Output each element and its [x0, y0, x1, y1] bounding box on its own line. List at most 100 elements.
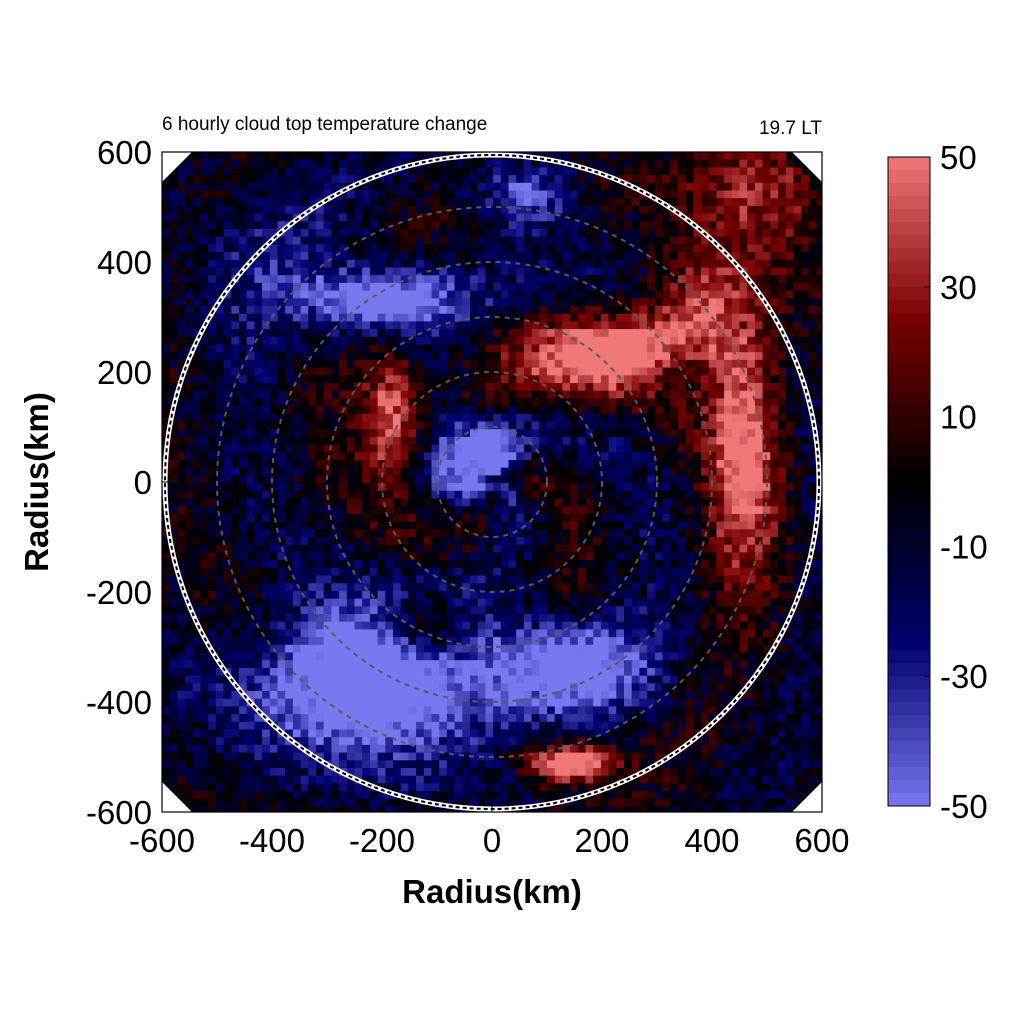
heatmap-cell — [231, 244, 240, 253]
heatmap-cell — [662, 352, 671, 361]
heatmap-cell — [246, 506, 255, 515]
heatmap-cell — [169, 259, 178, 269]
heatmap-cell — [554, 552, 563, 561]
heatmap-cell — [547, 182, 556, 192]
heatmap-cell — [323, 290, 332, 299]
heatmap-cell — [285, 329, 294, 338]
heatmap-cell — [516, 567, 525, 577]
heatmap-cell — [239, 429, 248, 438]
heatmap-cell — [677, 182, 687, 192]
heatmap-cell — [631, 159, 640, 168]
heatmap-cell — [531, 205, 540, 215]
heatmap-cell — [331, 544, 340, 553]
heatmap-cell — [215, 229, 225, 238]
heatmap-cell — [724, 544, 733, 553]
heatmap-cell — [616, 490, 625, 500]
heatmap-cell — [762, 483, 771, 492]
heatmap-cell — [500, 560, 510, 569]
heatmap-cell — [269, 467, 279, 476]
heatmap-cell — [431, 413, 440, 423]
heatmap-cell — [731, 390, 741, 399]
heatmap-cell — [331, 490, 340, 500]
heatmap-cell — [647, 267, 656, 276]
heatmap-cell — [701, 290, 710, 299]
heatmap-cell — [439, 513, 448, 523]
heatmap-cell — [808, 298, 818, 307]
heatmap-cell — [262, 229, 271, 238]
heatmap-cell — [793, 336, 802, 346]
heatmap-cell — [231, 460, 240, 469]
heatmap-cell — [477, 513, 486, 523]
heatmap-cell — [477, 413, 486, 423]
heatmap-cell — [439, 498, 448, 507]
heatmap-cell — [239, 244, 248, 253]
heatmap-cell — [654, 375, 664, 384]
heatmap-cell — [716, 159, 725, 168]
heatmap-cell — [231, 298, 240, 307]
heatmap-cell — [408, 421, 417, 430]
heatmap-cell — [608, 329, 617, 338]
heatmap-cell — [369, 413, 379, 423]
heatmap-cell — [539, 175, 548, 184]
heatmap-cell — [747, 198, 756, 207]
heatmap-cell — [693, 406, 702, 415]
heatmap-cell — [770, 583, 779, 592]
heatmap-cell — [470, 198, 479, 207]
heatmap-cell — [724, 375, 733, 384]
heatmap-cell — [785, 375, 794, 384]
heatmap-cell — [423, 205, 433, 215]
heatmap-cell — [423, 483, 433, 492]
heatmap-cell — [300, 205, 309, 215]
heatmap-cell — [547, 244, 556, 253]
heatmap-cell — [570, 229, 579, 238]
heatmap-cell — [393, 182, 402, 192]
heatmap-cell — [739, 498, 748, 507]
heatmap-cell — [539, 306, 548, 315]
heatmap-cell — [200, 498, 209, 507]
heatmap-cell — [393, 467, 402, 476]
heatmap-cell — [508, 544, 517, 553]
heatmap-cell — [693, 321, 702, 330]
heatmap-cell — [677, 398, 687, 407]
heatmap-cell — [508, 290, 517, 299]
heatmap-cell — [731, 560, 741, 569]
heatmap-cell — [177, 306, 186, 315]
heatmap-cell — [331, 259, 340, 269]
heatmap-cell — [185, 560, 194, 569]
heatmap-cell — [547, 513, 556, 523]
heatmap-cell — [277, 475, 286, 484]
heatmap-cell — [639, 398, 648, 407]
heatmap-cell — [408, 259, 417, 269]
heatmap-cell — [200, 198, 209, 207]
heatmap-cell — [169, 436, 178, 446]
heatmap-cell — [416, 567, 425, 577]
heatmap-cell — [239, 282, 248, 292]
heatmap-cell — [554, 452, 563, 461]
heatmap-cell — [254, 367, 263, 376]
heatmap-cell — [231, 282, 240, 292]
heatmap-cell — [523, 298, 533, 307]
heatmap-cell — [400, 167, 409, 176]
heatmap-cell — [277, 413, 286, 423]
heatmap-cell — [554, 259, 563, 269]
heatmap-cell — [739, 483, 748, 492]
heatmap-cell — [446, 282, 456, 292]
heatmap-cell — [262, 483, 271, 492]
heatmap-cell — [362, 275, 371, 284]
heatmap-cell — [593, 513, 602, 523]
heatmap-cell — [608, 436, 617, 446]
heatmap-cell — [716, 282, 725, 292]
heatmap-cell — [562, 205, 571, 215]
heatmap-cell — [377, 298, 386, 307]
heatmap-cell — [778, 398, 787, 407]
heatmap-cell — [693, 383, 702, 392]
heatmap-cell — [385, 298, 394, 307]
heatmap-cell — [685, 537, 694, 546]
heatmap-cell — [462, 436, 471, 446]
heatmap-cell — [162, 598, 171, 607]
heatmap-cell — [762, 152, 771, 161]
heatmap-cell — [523, 467, 533, 476]
heatmap-cell — [754, 421, 764, 430]
heatmap-cell — [377, 498, 386, 507]
heatmap-cell — [254, 483, 263, 492]
